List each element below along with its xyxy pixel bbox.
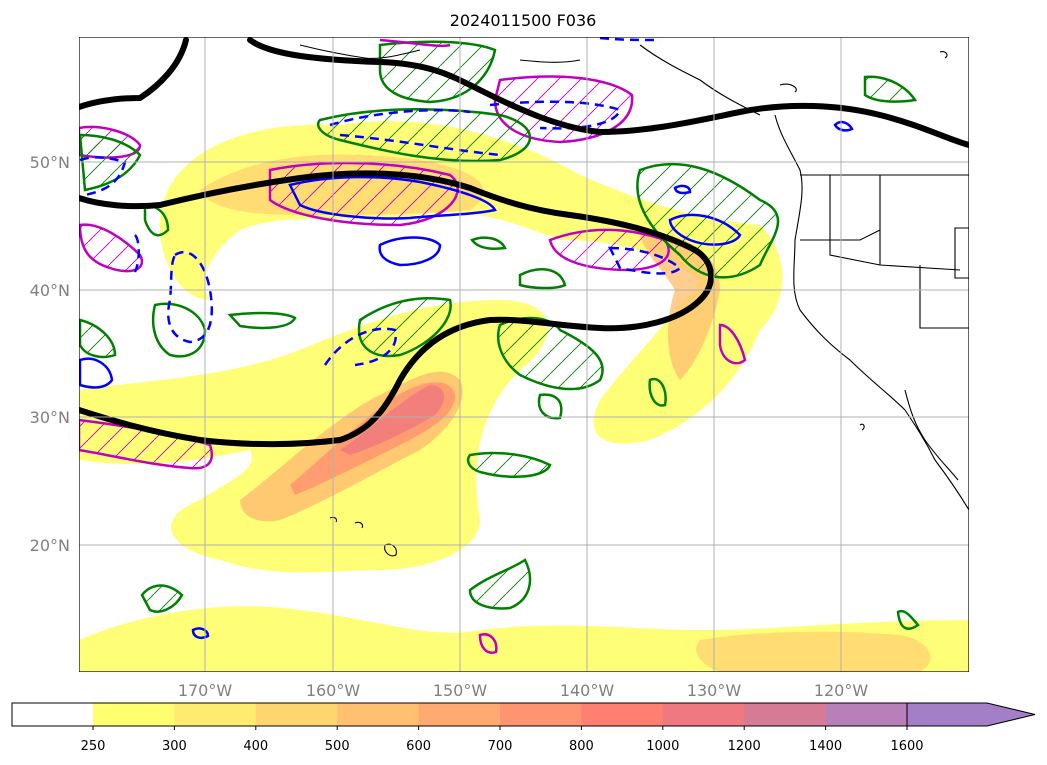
- latitude-labels: 50°N 40°N 30°N 20°N: [30, 153, 70, 555]
- colorbar-cell: [500, 703, 582, 726]
- colorbar-tick-label: 300: [162, 739, 187, 754]
- lat-label: 50°N: [30, 153, 70, 172]
- thick-lines: [79, 37, 969, 448]
- colorbar-extend-arrow: [906, 702, 1036, 727]
- colorbar: 250 300 400 500 600 700 800 1000 1200 1400 1600: [11, 702, 1036, 754]
- lon-label: 170°W: [178, 681, 233, 700]
- map-panel: [79, 37, 969, 672]
- lat-label: 20°N: [30, 536, 70, 555]
- colorbar-tick-label: 250: [81, 739, 106, 754]
- lon-label: 120°W: [814, 681, 869, 700]
- colorbar-tick-label: 500: [325, 739, 350, 754]
- colorbar-cell: [174, 703, 257, 726]
- colorbar-tick-label: 1000: [646, 739, 679, 754]
- lon-label: 140°W: [560, 681, 615, 700]
- colorbar-tick-label: 1600: [890, 739, 923, 754]
- longitude-labels: 170°W 160°W 150°W 140°W 130°W 120°W: [178, 681, 869, 700]
- lon-label: 160°W: [306, 681, 361, 700]
- colorbar-cell: [255, 703, 338, 726]
- coastline: [299, 44, 969, 557]
- map-title: 2024011500 F036: [450, 11, 597, 30]
- negative-contours: [79, 37, 854, 639]
- colorbar-tick-label: 600: [406, 739, 431, 754]
- colorbar-cell: [662, 703, 745, 726]
- hatched-regions: [79, 38, 920, 654]
- colorbar-under-cell: [12, 703, 93, 726]
- colorbar-cell: [581, 703, 664, 726]
- colorbar-tick-label: 700: [488, 739, 513, 754]
- colorbar-frame: [11, 702, 908, 727]
- colorbar-cell: [418, 703, 501, 726]
- colorbar-cell: [93, 703, 175, 726]
- colorbar-tick-label: 400: [243, 739, 268, 754]
- colorbar-cell: [337, 703, 420, 726]
- lon-label: 150°W: [433, 681, 488, 700]
- colorbar-cell: [744, 703, 827, 726]
- colorbar-cell: [825, 703, 908, 726]
- lat-label: 30°N: [30, 408, 70, 427]
- lon-label: 130°W: [687, 681, 742, 700]
- colorbar-tick-label: 1200: [728, 739, 761, 754]
- colorbar-tick-label: 1400: [809, 739, 842, 754]
- colorbar-tick-label: 800: [569, 739, 594, 754]
- lat-label: 40°N: [30, 281, 70, 300]
- gridlines: [79, 37, 969, 672]
